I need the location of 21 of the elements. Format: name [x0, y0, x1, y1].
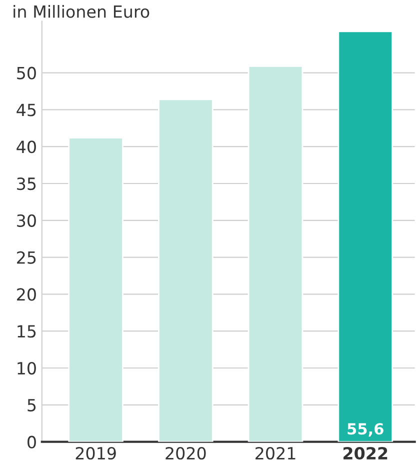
x-tick-label: 2022: [344, 446, 388, 460]
x-tick-label: 2020: [166, 446, 206, 460]
y-tick-label: 40: [16, 140, 36, 154]
y-axis-title: in Millionen Euro: [14, 5, 150, 18]
x-tick-label: 2021: [256, 446, 296, 460]
bar: [338, 30, 394, 442]
y-tick-label: 10: [18, 362, 36, 375]
bar: [68, 137, 124, 442]
y-tick-label: 25: [17, 251, 36, 264]
bar: [248, 65, 304, 442]
y-tick-label: 20: [17, 288, 36, 301]
y-tick-label: 15: [18, 325, 36, 338]
y-tick-label: 45: [16, 104, 36, 116]
x-tick-label: 2019: [76, 446, 116, 460]
y-tick-label: 50: [17, 66, 36, 80]
y-tick-label: 35: [17, 177, 36, 190]
data-label: 55,6: [348, 423, 384, 437]
y-tick-label: 5: [28, 399, 36, 412]
y-tick-label: 30: [17, 214, 36, 227]
y-tick-label: 0: [28, 436, 36, 448]
bar: [158, 98, 214, 442]
